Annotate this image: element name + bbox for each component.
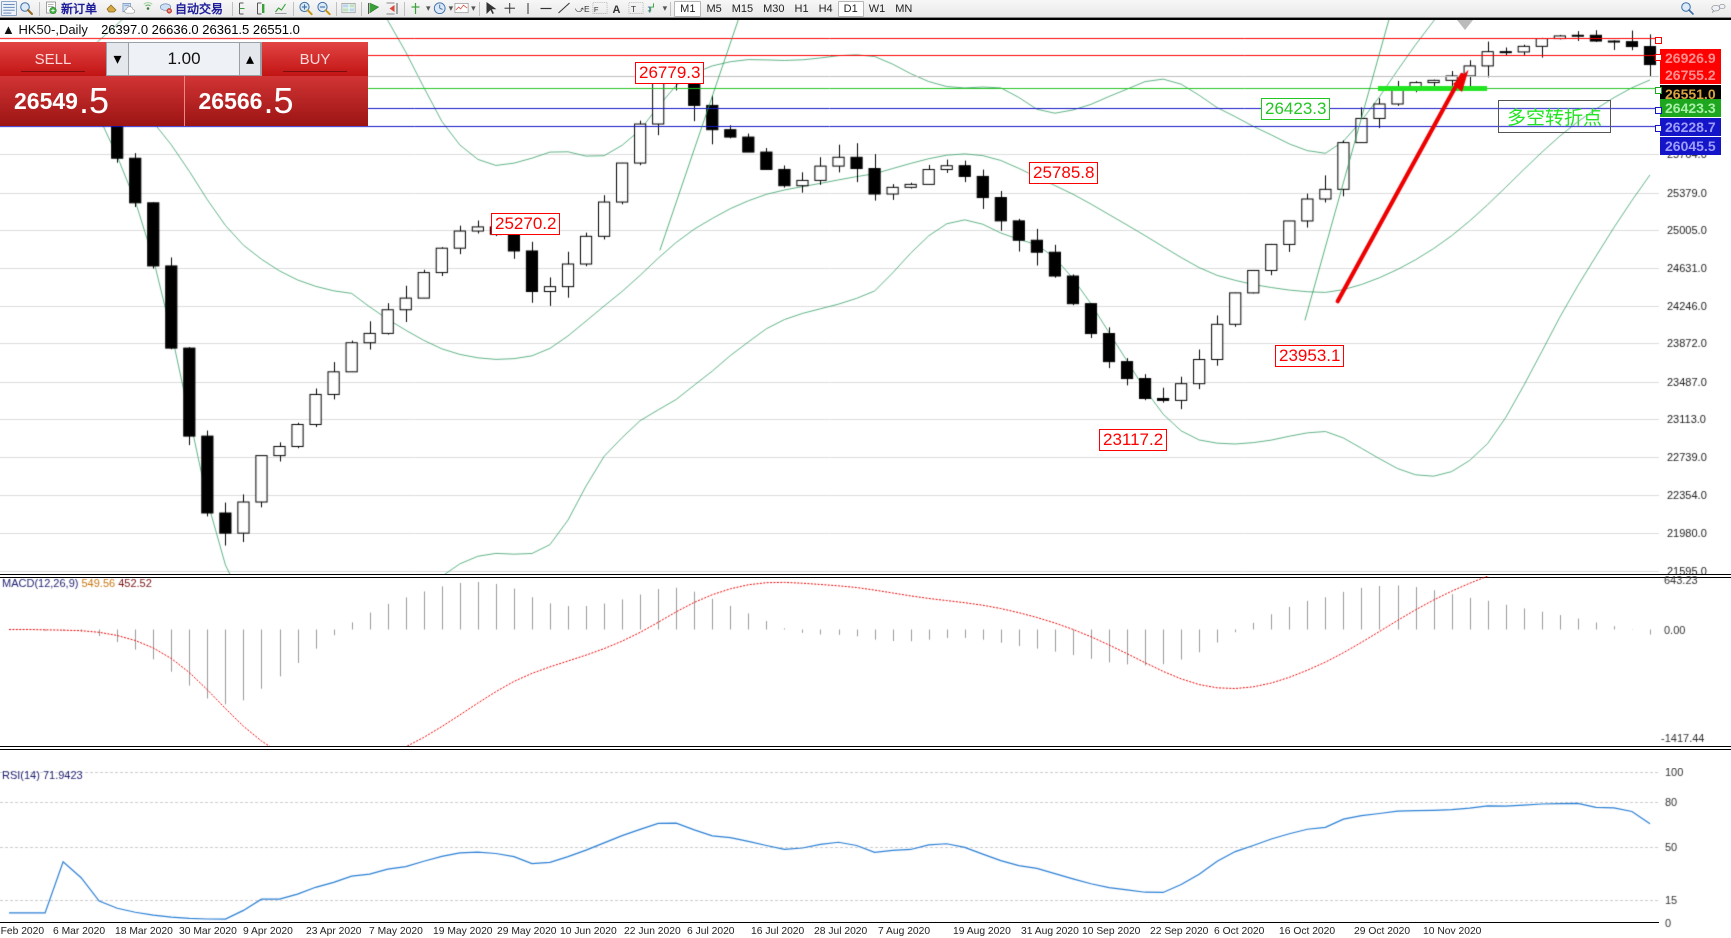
- svg-text:⤻E: ⤻E: [575, 4, 590, 14]
- svg-text:T: T: [630, 4, 635, 14]
- svg-text:A: A: [612, 4, 620, 16]
- svg-text:F: F: [594, 5, 599, 14]
